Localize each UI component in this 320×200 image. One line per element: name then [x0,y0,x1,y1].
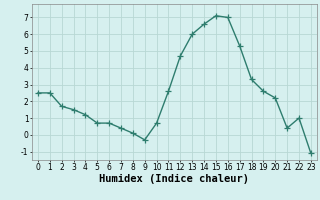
X-axis label: Humidex (Indice chaleur): Humidex (Indice chaleur) [100,174,249,184]
